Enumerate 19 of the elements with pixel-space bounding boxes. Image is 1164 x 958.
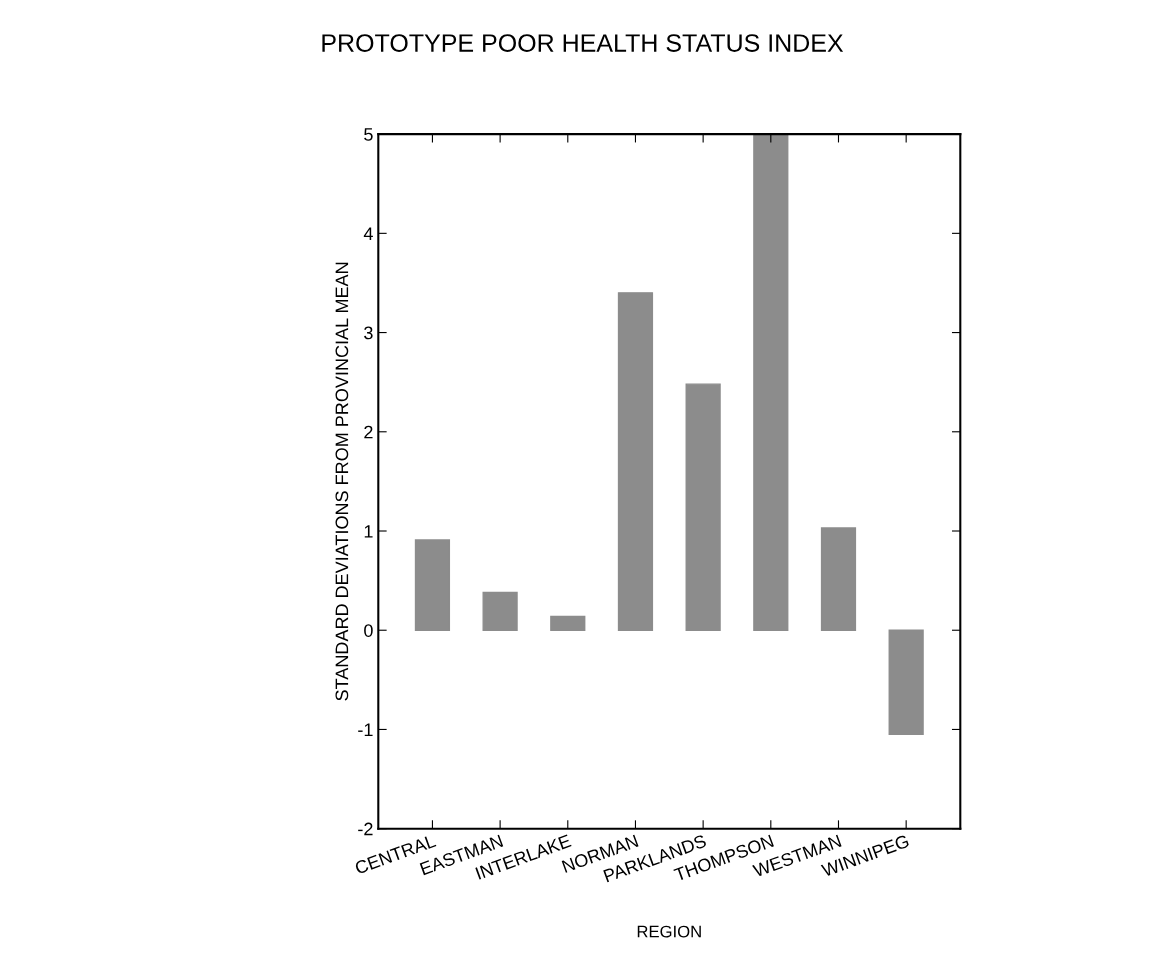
y-axis-title: STANDARD DEVIATIONS FROM PROVINCIAL MEAN: [335, 262, 349, 701]
y-tick-label: 3: [364, 326, 373, 340]
bar: [685, 383, 721, 631]
y-tick-label: -2: [358, 822, 373, 836]
y-tick-label: -1: [358, 723, 373, 736]
y-tick-label: 1: [364, 525, 373, 538]
x-axis-title: REGION: [637, 925, 701, 938]
y-tick-label: 0: [364, 624, 373, 637]
y-tick-label: 5: [364, 128, 373, 141]
bar: [482, 591, 518, 631]
bar: [550, 615, 586, 631]
bar: [753, 134, 789, 631]
bar: [820, 527, 857, 631]
y-tick-label: 2: [364, 425, 373, 439]
bar: [617, 292, 654, 631]
bar: [888, 629, 924, 736]
y-tick-label: 4: [363, 227, 373, 240]
bar: [414, 539, 451, 631]
chart-title: PROTOTYPE POOR HEALTH STATUS INDEX: [322, 34, 844, 52]
